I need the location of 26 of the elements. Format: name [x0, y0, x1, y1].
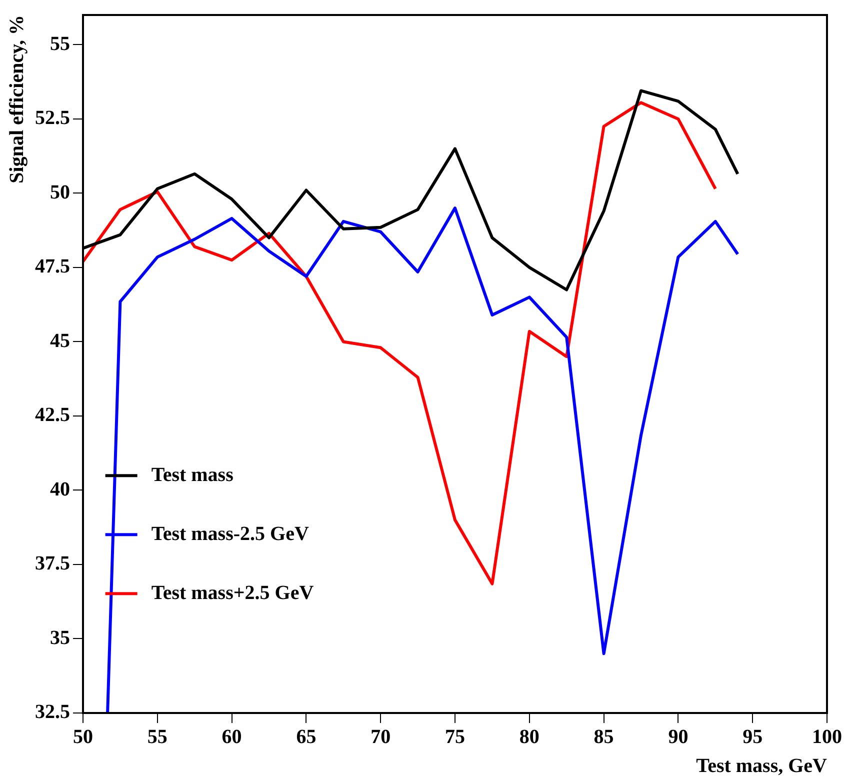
x-tick-label: 50 — [73, 726, 93, 748]
y-tick-label: 40 — [50, 478, 70, 500]
legend-label: Test mass-2.5 GeV — [151, 522, 310, 545]
x-tick-label: 70 — [370, 726, 391, 748]
y-tick-label: 55 — [50, 32, 70, 55]
x-tick-label: 95 — [742, 726, 763, 748]
x-tick-label: 60 — [222, 726, 242, 748]
y-tick-label: 45 — [50, 330, 70, 352]
y-tick-label: 47.5 — [35, 256, 70, 278]
x-tick-label: 80 — [519, 726, 540, 748]
y-tick-label: 52.5 — [35, 107, 70, 130]
x-tick-label: 65 — [296, 726, 316, 748]
x-tick-label: 90 — [668, 726, 688, 748]
x-tick-label: 85 — [594, 726, 614, 748]
y-tick-label: 32.5 — [35, 701, 70, 724]
x-tick-label: 55 — [147, 726, 168, 748]
y-tick-label: 42.5 — [35, 404, 70, 426]
x-tick-label: 75 — [445, 726, 465, 748]
legend-label: Test mass+2.5 GeV — [151, 582, 314, 604]
legend-label: Test mass — [151, 464, 234, 486]
y-axis-title: Signal efficiency, % — [6, 15, 28, 184]
y-tick-label: 35 — [50, 626, 70, 649]
y-tick-label: 37.5 — [35, 552, 70, 575]
y-tick-label: 50 — [50, 181, 70, 204]
x-tick-label: 100 — [812, 726, 842, 748]
x-axis-title: Test mass, GeV — [696, 755, 828, 778]
